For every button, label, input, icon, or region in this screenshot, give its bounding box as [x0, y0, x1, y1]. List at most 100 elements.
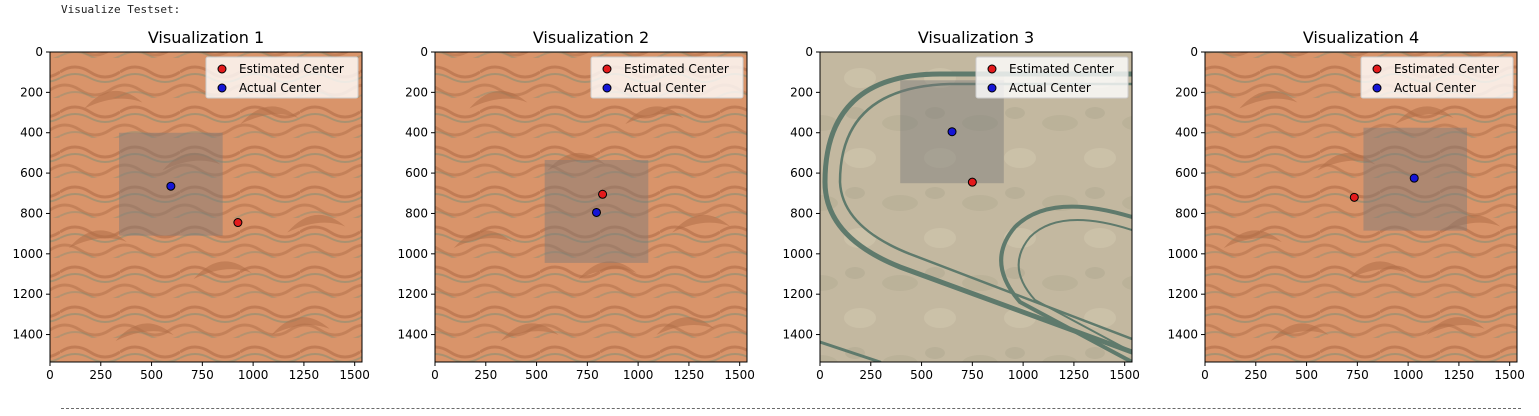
- legend: Estimated Center Actual Center: [590, 56, 744, 99]
- x-tick-label: 1250: [1059, 368, 1090, 382]
- x-tick-label: 250: [474, 368, 497, 382]
- subplot-title: Visualization 4: [1303, 28, 1419, 47]
- axes-frame: [819, 51, 1133, 363]
- track-inner: [999, 204, 1132, 362]
- subplot-2: Visualization 2 0 250 500 750 1000 1250 1500 0 20…: [397, 28, 755, 382]
- y-tick-label: 200: [790, 85, 813, 99]
- x-tick-label: 500: [525, 368, 548, 382]
- x-tick-label: 1250: [289, 368, 320, 382]
- y-tick-label: 1000: [782, 247, 813, 261]
- axes-frame: [1204, 51, 1518, 363]
- subplot-3: Visualization 3 0 250 500 750 1000 1250 1500 0 20…: [782, 28, 1140, 382]
- y-tick-label: 1200: [1167, 287, 1198, 301]
- axes-frame: [49, 51, 363, 363]
- y-tick-label: 800: [1175, 206, 1198, 220]
- y-tick-label: 1400: [1167, 328, 1198, 342]
- y-tick-label: 1400: [782, 328, 813, 342]
- y-tick-label: 0: [1190, 45, 1198, 59]
- actual-center-point: [591, 207, 601, 217]
- x-tick-label: 1250: [1444, 368, 1475, 382]
- x-tick-label: 1000: [1008, 368, 1039, 382]
- x-tick-label: 1250: [674, 368, 705, 382]
- y-tick-label: 800: [405, 206, 428, 220]
- y-tick-label: 200: [1175, 85, 1198, 99]
- dune-shape: [547, 152, 606, 171]
- dune-shape: [469, 90, 528, 109]
- legend-actual-label: Actual Center: [1394, 81, 1476, 95]
- legend-actual-label: Actual Center: [1009, 81, 1091, 95]
- x-tick-label: 750: [576, 368, 599, 382]
- y-tick-label: 200: [20, 85, 43, 99]
- x-tick-label: 1500: [339, 368, 370, 382]
- output-header-text: Visualize Testset:: [61, 3, 181, 16]
- dune-shape: [193, 261, 252, 279]
- y-tick-label: 800: [790, 206, 813, 220]
- y-tick-label: 200: [405, 85, 428, 99]
- dune-shape: [240, 106, 299, 124]
- legend-estimated-marker: [602, 64, 612, 74]
- x-tick-label: 1000: [623, 368, 654, 382]
- dune-shape: [84, 90, 143, 109]
- y-tick-label: 0: [805, 45, 813, 59]
- subplot-title: Visualization 2: [533, 28, 649, 47]
- y-tick-label: 600: [405, 166, 428, 180]
- legend-estimated-label: Estimated Center: [1009, 62, 1114, 76]
- legend-actual-label: Actual Center: [239, 81, 321, 95]
- x-tick-label: 750: [961, 368, 984, 382]
- subplot-title: Visualization 1: [148, 28, 264, 47]
- legend-actual-marker: [602, 83, 612, 93]
- y-tick-label: 800: [20, 206, 43, 220]
- dune-shape: [271, 317, 330, 335]
- estimated-center-point: [598, 189, 608, 199]
- x-tick-label: 750: [1346, 368, 1369, 382]
- actual-center-point: [166, 181, 176, 191]
- x-tick-label: 1000: [1393, 368, 1424, 382]
- image-background: [50, 52, 362, 362]
- dune-shape: [1426, 317, 1485, 335]
- x-tick-label: 1500: [724, 368, 755, 382]
- y-tick-label: 1000: [1167, 247, 1198, 261]
- x-tick-label: 1000: [238, 368, 269, 382]
- x-tick-label: 250: [89, 368, 112, 382]
- legend-actual-marker: [987, 83, 997, 93]
- y-tick-label: 400: [790, 126, 813, 140]
- x-tick-label: 0: [816, 368, 824, 382]
- dune-shape: [1239, 90, 1298, 109]
- satellite-image: [435, 52, 747, 362]
- legend-estimated-marker: [217, 64, 227, 74]
- estimated-center-point: [967, 177, 977, 187]
- x-tick-label: 750: [191, 368, 214, 382]
- y-tick-label: 600: [790, 166, 813, 180]
- y-tick-label: 1000: [397, 247, 428, 261]
- dune-shape: [500, 323, 559, 341]
- legend-box: [975, 56, 1129, 99]
- image-background: [435, 52, 747, 362]
- dune-shape: [625, 106, 684, 124]
- legend-box: [1360, 56, 1514, 99]
- legend: Estimated Center Actual Center: [975, 56, 1129, 99]
- x-tick-label: 500: [910, 368, 933, 382]
- dune-shape: [672, 214, 731, 233]
- estimated-center-point: [233, 218, 243, 228]
- figure: Visualization 1 0 250 500 750 1000 1250 1500 0 20…: [12, 28, 1525, 382]
- y-tick-label: 1200: [12, 287, 43, 301]
- dune-shape: [1395, 106, 1454, 124]
- subplot-1: Visualization 1 0 250 500 750 1000 1250 1500 0 20…: [12, 28, 370, 382]
- y-tick-label: 1000: [12, 247, 43, 261]
- legend-estimated-label: Estimated Center: [1394, 62, 1499, 76]
- actual-center-point: [1409, 173, 1419, 183]
- track-lower-road: [820, 340, 882, 362]
- legend-box: [590, 56, 744, 99]
- x-tick-label: 0: [1201, 368, 1209, 382]
- track-outer-inner: [838, 82, 1132, 341]
- y-tick-label: 400: [1175, 126, 1198, 140]
- dune-shape: [1348, 261, 1407, 279]
- dune-shape: [115, 323, 174, 341]
- x-tick-label: 1500: [1109, 368, 1140, 382]
- x-tick-label: 250: [1244, 368, 1267, 382]
- dune-shape: [68, 230, 127, 248]
- y-tick-label: 1400: [397, 328, 428, 342]
- dune-shape: [578, 261, 637, 279]
- subplot-4: Visualization 4 0 250 500 750 1000 1250 1500 0 20…: [1167, 28, 1525, 382]
- estimated-center-point: [1349, 192, 1359, 202]
